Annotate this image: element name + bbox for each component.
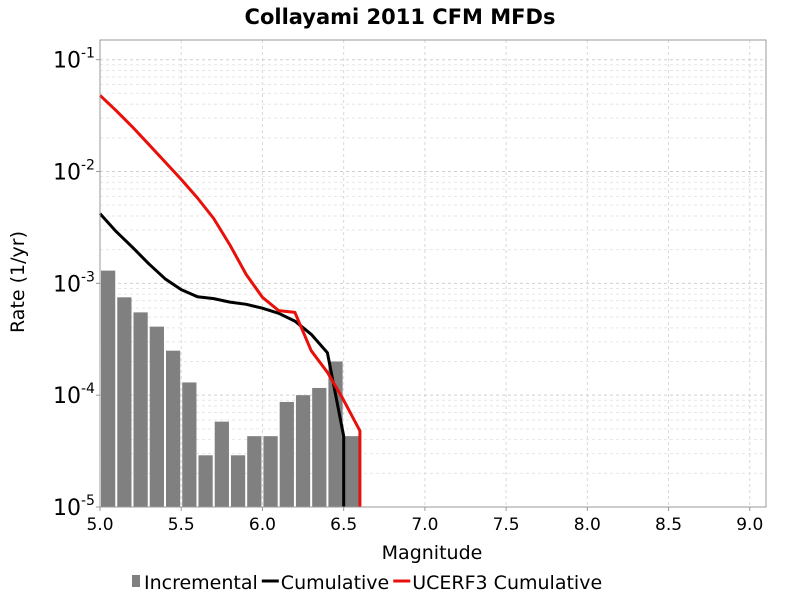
incremental-bar (344, 436, 359, 507)
y-tick-exponent: -5 (81, 493, 95, 509)
incremental-bar (149, 326, 164, 507)
y-axis-label: Rate (1/yr) (7, 231, 29, 333)
incremental-bars (101, 270, 359, 507)
incremental-bar (312, 387, 327, 507)
incremental-bar (133, 312, 148, 507)
y-tick-label: 10-1 (53, 46, 95, 74)
legend-label-cumulative: Cumulative (281, 572, 389, 594)
incremental-bar (230, 455, 246, 507)
legend: Incremental Cumulative UCERF3 Cumulative (132, 572, 602, 594)
incremental-bar (247, 436, 262, 507)
incremental-bar (198, 455, 213, 507)
x-tick-label: 6.5 (330, 515, 357, 535)
ucerf3-cumulative-line (98, 94, 362, 507)
incremental-bar (328, 361, 343, 507)
grid-lines (99, 40, 766, 508)
y-tick-exponent: -4 (81, 381, 95, 397)
incremental-bar (117, 297, 132, 507)
incremental-bar (214, 421, 229, 507)
incremental-bar (101, 270, 116, 507)
y-tick-label: 10-2 (53, 158, 95, 186)
plot-area-frame (99, 39, 767, 508)
incremental-bar (295, 395, 311, 507)
y-tick-label: 10-4 (53, 381, 95, 409)
incremental-bar (182, 382, 197, 507)
legend-label-ucerf3-cumulative: UCERF3 Cumulative (412, 572, 602, 594)
legend-swatch-incremental (132, 575, 140, 587)
x-tick-label: 7.5 (493, 515, 520, 535)
y-tick-exponent: -1 (81, 46, 95, 62)
incremental-bar (165, 350, 181, 507)
chart-title: Collayami 2011 CFM MFDs (245, 5, 556, 29)
x-tick-label: 6.0 (249, 515, 276, 535)
x-tick-label: 5.5 (168, 515, 195, 535)
y-axis-ticks: 10-110-210-310-410-5 (53, 46, 100, 521)
y-tick-label: 10-3 (53, 269, 95, 297)
cumulative-line (98, 212, 346, 507)
incremental-bar (263, 436, 278, 507)
cumulative-lines (98, 94, 362, 507)
legend-label-incremental: Incremental (144, 572, 258, 594)
y-tick-exponent: -2 (81, 158, 95, 174)
x-axis-label: Magnitude (382, 542, 483, 564)
x-axis-ticks: 5.0 5.5 6.0 6.5 7.0 7.5 8.0 8.5 9.0 (86, 507, 763, 535)
x-tick-label: 9.0 (736, 515, 763, 535)
x-tick-label: 8.5 (655, 515, 682, 535)
x-tick-label: 7.0 (411, 515, 438, 535)
incremental-bar (279, 401, 294, 507)
y-tick-exponent: -3 (81, 269, 95, 285)
x-tick-label: 5.0 (86, 515, 113, 535)
x-tick-label: 8.0 (574, 515, 601, 535)
